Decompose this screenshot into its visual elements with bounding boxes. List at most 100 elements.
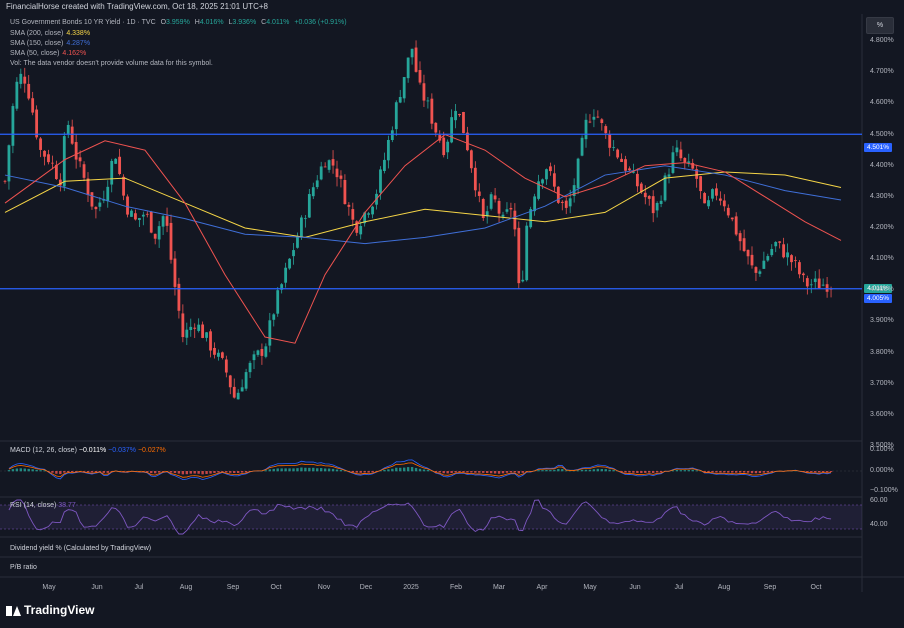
macd-histogram-bar [98, 471, 102, 472]
candle-body [549, 166, 552, 172]
sma200-line [4, 171, 842, 238]
candle-body [209, 331, 212, 351]
macd-histogram-bar [395, 467, 398, 472]
macd-histogram-bar [513, 471, 517, 473]
candle-body [23, 76, 27, 84]
macd-histogram-bar [82, 471, 86, 472]
candle-body [90, 192, 94, 207]
candle-body [620, 158, 623, 162]
macd-histogram-bar [446, 471, 449, 474]
macd-histogram-bar [312, 467, 315, 472]
legend-sma50[interactable]: SMA (50, close) 4.162% [10, 50, 86, 57]
macd-histogram-bar [387, 469, 390, 472]
macd-histogram-bar [146, 471, 149, 472]
legend-sma150[interactable]: SMA (150, close) 4.287% [10, 40, 90, 47]
macd-histogram-bar [371, 471, 374, 473]
macd-histogram-bar [691, 469, 694, 472]
brand-text: TradingView [24, 603, 95, 617]
macd-histogram-bar [15, 468, 19, 472]
legend-sma200[interactable]: SMA (200, close) 4.338% [10, 30, 90, 37]
candle-body [596, 116, 600, 118]
macd-histogram-bar [272, 468, 275, 472]
rsi-line [8, 499, 832, 535]
x-tick-label: Oct [270, 584, 282, 591]
macd-histogram-bar [474, 471, 477, 473]
candle-body [280, 284, 284, 290]
macd-histogram-bar [201, 471, 204, 475]
candle-body [363, 212, 367, 224]
x-tick-label: 2025 [403, 584, 419, 591]
vol-note: Vol: The data vendor doesn't provide vol… [10, 60, 213, 67]
macd-tick-lower: −0.100% [870, 487, 898, 494]
candle-body [458, 113, 461, 116]
macd-histogram-bar [825, 471, 829, 473]
sma50-line [4, 134, 842, 344]
candle-body [114, 158, 118, 164]
macd-histogram-bar [565, 470, 568, 472]
candle-body [379, 169, 382, 193]
macd-histogram-bar [620, 471, 623, 472]
candle-body [703, 193, 706, 204]
macd-histogram-bar [181, 471, 185, 475]
macd-histogram-bar [23, 468, 26, 472]
macd-histogram-bar [572, 470, 576, 472]
candle-body [236, 392, 240, 400]
macd-histogram-bar [173, 471, 177, 473]
macd-histogram-bar [27, 468, 30, 472]
percent-scale-button[interactable]: % [866, 17, 894, 34]
candle-body [521, 279, 525, 282]
macd-histogram-bar [67, 471, 70, 472]
macd-histogram-bar [343, 470, 347, 472]
candle-body [201, 324, 205, 338]
candle-body [145, 213, 149, 215]
macd-histogram-bar [86, 471, 90, 473]
candle-body [177, 283, 181, 311]
macd-histogram-bar [711, 471, 714, 473]
candle-body [110, 160, 114, 185]
candle-body [734, 216, 738, 235]
candle-body [794, 260, 797, 261]
macd-histogram-bar [493, 471, 497, 474]
candle-body [98, 202, 102, 207]
candle-body [161, 216, 165, 227]
macd-histogram-bar [217, 471, 220, 473]
price-tag-upper: 4.501% [864, 143, 892, 152]
macd-histogram-bar [821, 471, 825, 472]
legend-close: 4.011% [266, 19, 290, 26]
macd-histogram-bar [142, 471, 145, 472]
macd-histogram-bar [157, 471, 161, 473]
tradingview-logo[interactable]: TradingView [6, 603, 94, 617]
candle-body [343, 180, 347, 205]
macd-line [8, 459, 832, 481]
candle-body [556, 186, 560, 203]
candle-body [94, 206, 98, 210]
macd-histogram-bar [707, 471, 710, 472]
macd-histogram-bar [280, 468, 283, 472]
macd-histogram-bar [829, 471, 833, 472]
macd-histogram-bar [636, 471, 639, 474]
candle-body [628, 168, 631, 171]
sma150-value: 4.287% [66, 40, 91, 47]
candle-body [181, 313, 185, 338]
dividend-pane-label: Dividend yield % (Calculated by TradingV… [10, 545, 152, 552]
macd-histogram-bar [39, 470, 42, 472]
y-tick-label: 4.700% [870, 68, 894, 76]
macd-histogram-bar [177, 471, 181, 474]
macd-histogram-bar [703, 471, 706, 472]
macd-histogram-bar [35, 469, 38, 472]
y-tick-label: 4.200% [870, 224, 894, 231]
pe-pane-label: P/B ratio [10, 564, 37, 571]
candle-body [722, 200, 726, 207]
y-tick-label: 4.100% [870, 255, 894, 263]
macd-histogram-bar [185, 471, 189, 475]
macd-histogram-bar [648, 471, 651, 473]
macd-histogram-bar [568, 470, 572, 472]
candle-body [473, 167, 477, 191]
macd-histogram-bar [264, 470, 268, 472]
legend-h-label: H [194, 19, 200, 26]
candle-body [517, 227, 521, 284]
candle-body [260, 349, 264, 356]
macd-histogram-bar [584, 469, 588, 472]
